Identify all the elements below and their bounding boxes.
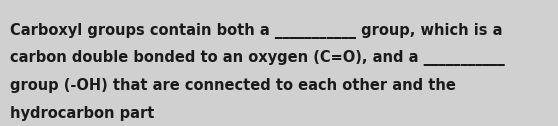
Text: carbon double bonded to an oxygen (C=O), and a ___________: carbon double bonded to an oxygen (C=O),… [10, 50, 505, 66]
Text: hydrocarbon part: hydrocarbon part [10, 106, 155, 121]
Text: Carboxyl groups contain both a ___________ group, which is a: Carboxyl groups contain both a _________… [10, 23, 503, 39]
Text: group (-OH) that are connected to each other and the: group (-OH) that are connected to each o… [10, 78, 456, 93]
